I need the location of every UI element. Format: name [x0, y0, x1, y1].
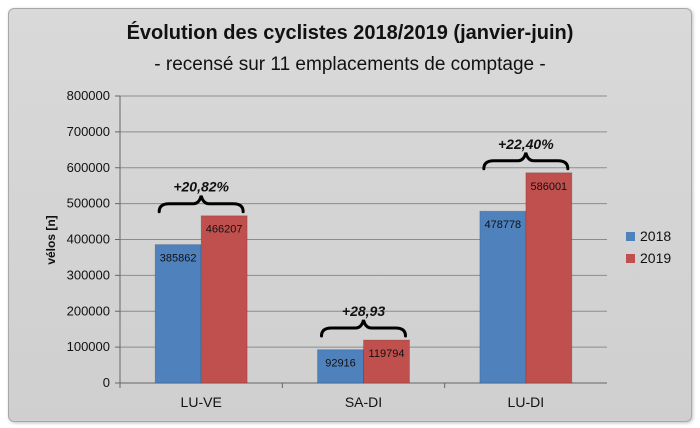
- x-tick-label: LU-DI: [508, 394, 545, 410]
- chart-title: Évolution des cyclistes 2018/2019 (janvi…: [126, 22, 574, 44]
- y-tick-label: 500000: [67, 196, 110, 211]
- percent-annotation: +28,93: [342, 303, 385, 319]
- x-tick-label: LU-VE: [181, 394, 222, 410]
- curly-brace: [157, 195, 245, 214]
- y-axis-label: vélos [n]: [44, 215, 58, 264]
- data-label: 478778: [484, 219, 521, 231]
- y-tick-label: 400000: [67, 232, 110, 247]
- legend-swatch-2018: [626, 232, 635, 241]
- bar-2019: [363, 339, 410, 384]
- bar-2018: [154, 244, 202, 384]
- bar-2019: [525, 172, 573, 384]
- legend-label: 2018: [640, 228, 671, 244]
- bar-2018: [479, 210, 527, 384]
- chart-subtitle: - recensé sur 11 emplacements de comptag…: [154, 54, 546, 75]
- y-tick-label: 700000: [67, 124, 110, 139]
- y-tick-label: 600000: [67, 160, 110, 175]
- y-tick-label: 100000: [67, 339, 110, 354]
- data-label: 92916: [325, 358, 356, 370]
- y-tick-label: 800000: [67, 88, 110, 103]
- y-tick-label: 200000: [67, 303, 110, 318]
- data-label: 385862: [160, 253, 197, 265]
- data-label: 586001: [530, 181, 567, 193]
- bar-2018: [317, 349, 364, 384]
- data-label: 466207: [206, 224, 243, 236]
- data-label: 119794: [369, 348, 405, 360]
- percent-annotation: +22,40%: [498, 136, 554, 152]
- curly-brace: [320, 319, 407, 338]
- percent-annotation: +20,82%: [173, 179, 229, 195]
- curly-brace: [482, 152, 570, 171]
- legend-swatch-2019: [626, 254, 635, 263]
- y-tick-label: 300000: [67, 267, 110, 282]
- y-tick-label: 0: [103, 375, 110, 390]
- bar-2019: [200, 215, 248, 384]
- legend-label: 2019: [640, 250, 671, 266]
- x-tick-label: SA-DI: [345, 394, 382, 410]
